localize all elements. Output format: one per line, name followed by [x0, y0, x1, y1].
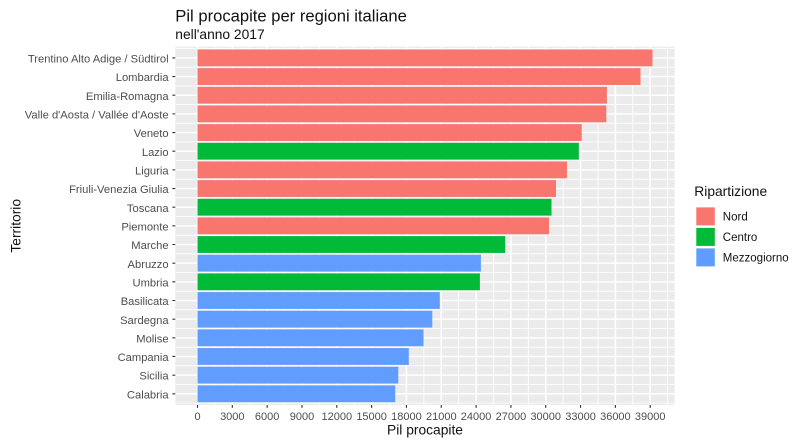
- svg-text:Pil procapite per regioni ital: Pil procapite per regioni italiane: [175, 6, 407, 25]
- svg-text:Emilia-Romagna: Emilia-Romagna: [86, 91, 169, 103]
- svg-text:Mezzogiorno: Mezzogiorno: [723, 253, 789, 265]
- svg-text:Sardegna: Sardegna: [120, 315, 169, 327]
- svg-text:Ripartizione: Ripartizione: [694, 184, 767, 199]
- svg-text:Abruzzo: Abruzzo: [128, 259, 169, 271]
- svg-text:15000: 15000: [356, 411, 387, 423]
- svg-text:24000: 24000: [461, 411, 492, 423]
- svg-text:Campania: Campania: [118, 352, 170, 364]
- svg-text:0: 0: [194, 411, 200, 423]
- svg-text:Pil procapite: Pil procapite: [387, 423, 463, 438]
- svg-text:18000: 18000: [391, 411, 422, 423]
- svg-text:Basilicata: Basilicata: [121, 296, 170, 308]
- svg-text:Sicilia: Sicilia: [139, 371, 169, 383]
- svg-text:6000: 6000: [255, 411, 279, 423]
- svg-text:Calabria: Calabria: [127, 389, 169, 401]
- svg-text:30000: 30000: [530, 411, 561, 423]
- svg-text:Piemonte: Piemonte: [121, 221, 168, 233]
- svg-text:39000: 39000: [635, 411, 666, 423]
- svg-text:Molise: Molise: [136, 333, 168, 345]
- svg-text:Lazio: Lazio: [142, 147, 169, 159]
- svg-text:Umbria: Umbria: [133, 277, 170, 289]
- svg-text:36000: 36000: [600, 411, 631, 423]
- svg-text:12000: 12000: [322, 411, 353, 423]
- svg-text:Valle d'Aosta / Vallée d'Aoste: Valle d'Aosta / Vallée d'Aoste: [25, 109, 169, 121]
- svg-text:Territorio: Territorio: [8, 199, 23, 253]
- svg-text:27000: 27000: [496, 411, 527, 423]
- svg-text:Friuli-Venezia Giulia: Friuli-Venezia Giulia: [69, 184, 169, 196]
- svg-text:9000: 9000: [290, 411, 314, 423]
- svg-text:nell'anno 2017: nell'anno 2017: [175, 27, 264, 42]
- svg-text:Trentino Alto Adige / Südtirol: Trentino Alto Adige / Südtirol: [28, 54, 169, 66]
- svg-text:33000: 33000: [565, 411, 596, 423]
- svg-text:Liguria: Liguria: [135, 165, 169, 177]
- svg-text:3000: 3000: [220, 411, 244, 423]
- svg-text:Veneto: Veneto: [134, 128, 169, 140]
- svg-text:Nord: Nord: [723, 212, 748, 224]
- svg-text:21000: 21000: [426, 411, 457, 423]
- svg-text:Marche: Marche: [131, 240, 168, 252]
- svg-text:Lombardia: Lombardia: [116, 72, 170, 84]
- svg-text:Centro: Centro: [723, 232, 758, 244]
- svg-text:Toscana: Toscana: [127, 203, 169, 215]
